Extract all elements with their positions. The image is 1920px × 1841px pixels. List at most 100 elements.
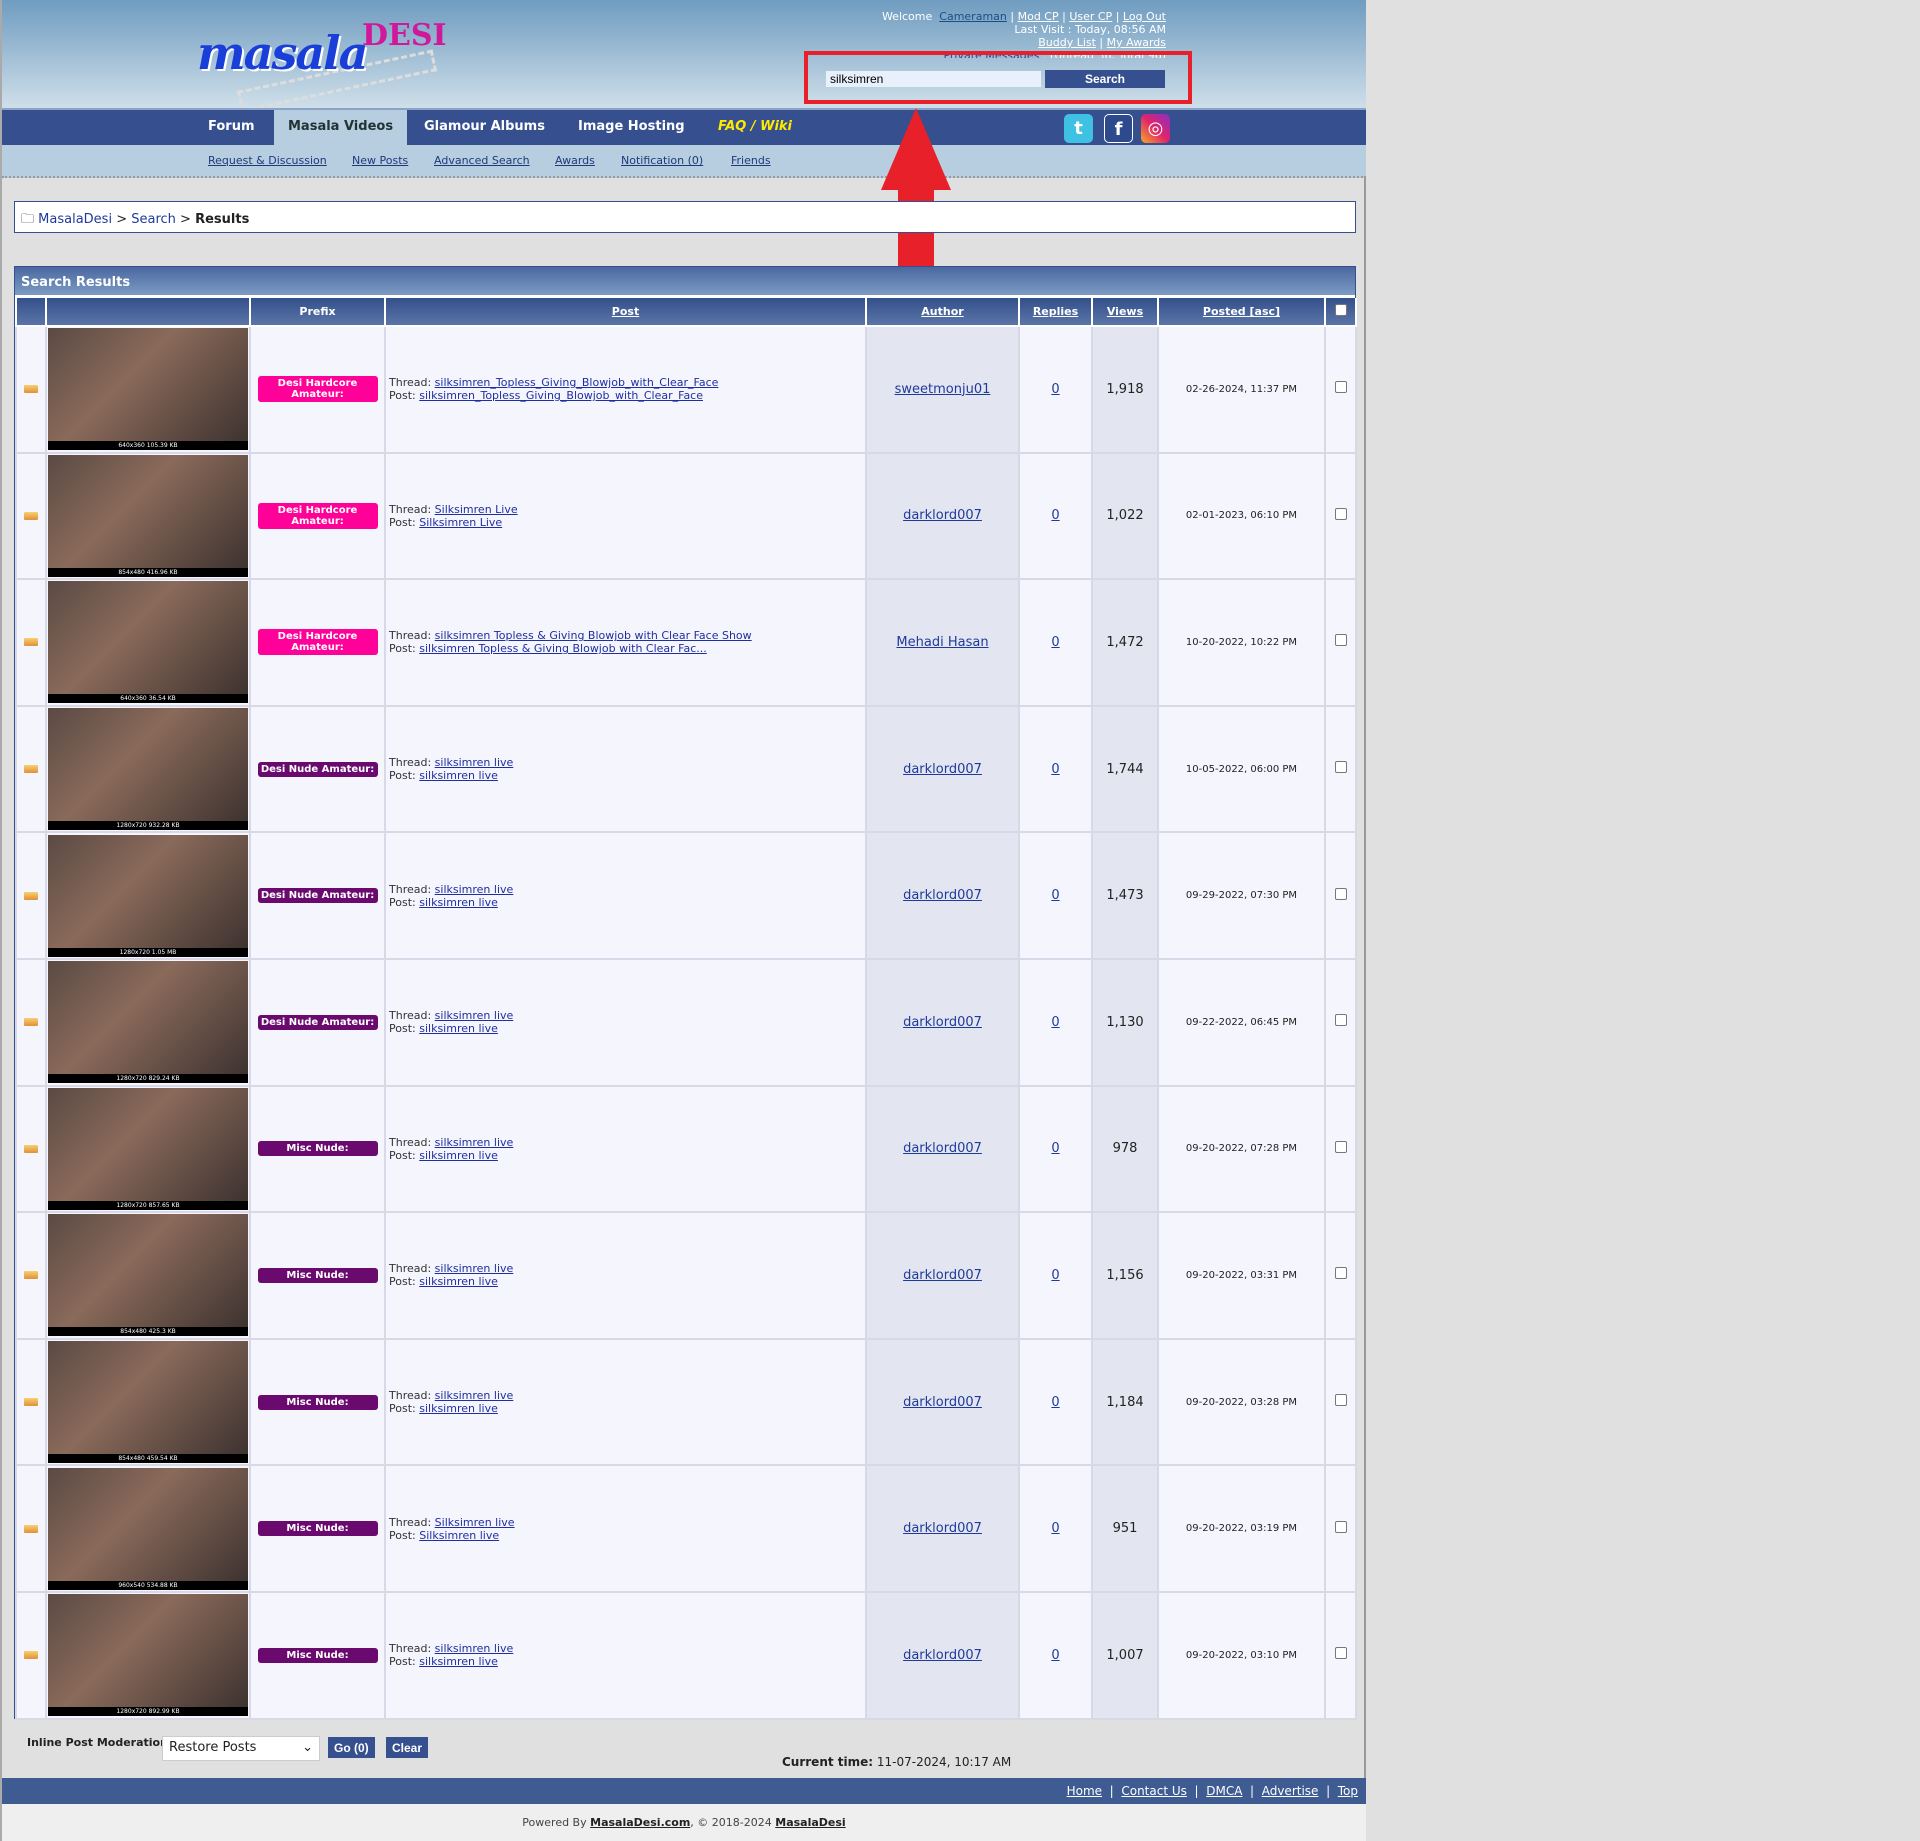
col-replies[interactable]: Replies (1018, 298, 1093, 327)
replies-link[interactable]: 0 (1051, 1014, 1060, 1030)
clear-button[interactable]: Clear (386, 1737, 429, 1758)
thread-link[interactable]: Silksimren Live (434, 502, 518, 516)
nav-faq-wiki[interactable]: FAQ / Wiki (718, 119, 793, 134)
row-checkbox[interactable] (1334, 1394, 1347, 1407)
footer-home[interactable]: Home (1066, 1784, 1103, 1798)
thumb-cell[interactable]: 1280x720 829.24 KB (45, 957, 251, 1087)
author-link[interactable]: darklord007 (903, 1014, 982, 1030)
author-link[interactable]: Mehadi Hasan (896, 634, 989, 650)
sort-asc-link[interactable]: [asc] (1249, 305, 1281, 318)
author-link[interactable]: darklord007 (903, 1141, 982, 1157)
subnav-friends[interactable]: Friends (731, 154, 771, 167)
row-checkbox[interactable] (1334, 761, 1347, 774)
replies-link[interactable]: 0 (1051, 634, 1060, 650)
thread-link[interactable]: silksimren live (434, 1389, 514, 1403)
thumbnail[interactable]: 854x480 459.54 KB (48, 1341, 248, 1464)
subnav-advanced-search[interactable]: Advanced Search (434, 154, 530, 167)
my-awards-link[interactable]: My Awards (1106, 36, 1166, 49)
thumb-cell[interactable]: 1280x720 1.05 MB (45, 831, 251, 960)
row-checkbox[interactable] (1334, 1520, 1347, 1533)
replies-link[interactable]: 0 (1051, 508, 1060, 524)
thumbnail[interactable]: 640x360 36.54 KB (48, 581, 248, 704)
post-link[interactable]: silksimren live (419, 1655, 498, 1669)
username-link[interactable]: Cameraman (939, 10, 1007, 23)
moderation-select[interactable]: Restore Posts ⌄ (162, 1736, 320, 1761)
brand-link[interactable]: MasalaDesi (775, 1816, 846, 1829)
post-link[interactable]: Silksimren live (419, 1528, 500, 1542)
thread-link[interactable]: silksimren live (434, 1262, 514, 1276)
thumb-cell[interactable]: 854x480 416.96 KB (45, 451, 251, 581)
col-posted[interactable]: Posted [asc] (1157, 298, 1326, 327)
replies-link[interactable]: 0 (1051, 1647, 1060, 1663)
thumb-cell[interactable]: 960x540 534.88 KB (45, 1464, 251, 1593)
row-checkbox[interactable] (1334, 507, 1347, 520)
author-link[interactable]: darklord007 (903, 1647, 982, 1663)
author-link[interactable]: darklord007 (903, 508, 982, 524)
thumbnail[interactable]: 1280x720 1.05 MB (48, 834, 248, 957)
author-link[interactable]: darklord007 (903, 1521, 982, 1537)
site-logo[interactable]: masala DESI (197, 8, 447, 113)
thumbnail[interactable]: 1280x720 829.24 KB (48, 961, 248, 1084)
replies-link[interactable]: 0 (1051, 1394, 1060, 1410)
thumbnail[interactable]: 1280x720 857.65 KB (48, 1087, 248, 1210)
thread-link[interactable]: silksimren live (434, 1009, 514, 1023)
row-checkbox[interactable] (1334, 887, 1347, 900)
thumbnail[interactable]: 1280x720 932.28 KB (48, 708, 248, 831)
row-checkbox[interactable] (1334, 1647, 1347, 1660)
thumb-cell[interactable]: 854x480 459.54 KB (45, 1337, 251, 1467)
thumbnail[interactable]: 1280x720 892.99 KB (48, 1594, 248, 1717)
thumbnail[interactable]: 960x540 534.88 KB (48, 1467, 248, 1590)
select-all-checkbox[interactable] (1334, 304, 1347, 316)
thumb-cell[interactable]: 1280x720 932.28 KB (45, 704, 251, 834)
logout-link[interactable]: Log Out (1122, 10, 1166, 23)
nav-image-hosting[interactable]: Image Hosting (578, 119, 685, 134)
thread-link[interactable]: silksimren live (434, 1135, 514, 1149)
footer-top[interactable]: Top (1337, 1784, 1358, 1798)
search-button[interactable]: Search (1045, 70, 1165, 88)
thread-link[interactable]: silksimren live (434, 1642, 514, 1656)
replies-link[interactable]: 0 (1051, 761, 1060, 777)
replies-link[interactable]: 0 (1051, 888, 1060, 904)
row-checkbox[interactable] (1334, 381, 1347, 394)
thumb-cell[interactable]: 1280x720 857.65 KB (45, 1084, 251, 1214)
nav-glamour-albums[interactable]: Glamour Albums (424, 119, 545, 134)
thread-link[interactable]: silksimren Topless & Giving Blowjob with… (434, 629, 752, 643)
footer-dmca[interactable]: DMCA (1206, 1784, 1243, 1798)
thumbnail[interactable]: 854x480 416.96 KB (48, 454, 248, 577)
author-link[interactable]: darklord007 (903, 1394, 982, 1410)
post-link[interactable]: silksimren Topless & Giving Blowjob with… (419, 642, 707, 656)
footer-advertise[interactable]: Advertise (1261, 1784, 1319, 1798)
author-link[interactable]: darklord007 (903, 761, 982, 777)
col-select-all[interactable] (1324, 298, 1357, 327)
post-link[interactable]: silksimren live (419, 895, 498, 909)
col-views[interactable]: Views (1091, 298, 1159, 327)
nav-masala-videos[interactable]: Masala Videos (274, 110, 408, 145)
replies-link[interactable]: 0 (1051, 381, 1060, 397)
nav-forum[interactable]: Forum (208, 119, 255, 134)
thumb-cell[interactable]: 640x360 36.54 KB (45, 578, 251, 707)
post-link[interactable]: silksimren live (419, 1275, 498, 1289)
thread-link[interactable]: silksimren_Topless_Giving_Blowjob_with_C… (434, 376, 719, 390)
breadcrumb-search[interactable]: Search (131, 212, 176, 227)
post-link[interactable]: silksimren live (419, 769, 498, 783)
subnav-notification[interactable]: Notification (0) (621, 154, 704, 167)
post-link[interactable]: silksimren live (419, 1148, 498, 1162)
subnav-new-posts[interactable]: New Posts (352, 154, 409, 167)
replies-link[interactable]: 0 (1051, 1521, 1060, 1537)
post-link[interactable]: silksimren live (419, 1402, 498, 1416)
replies-link[interactable]: 0 (1051, 1267, 1060, 1283)
thumb-cell[interactable]: 1280x720 892.99 KB (45, 1590, 251, 1720)
user-cp-link[interactable]: User CP (1069, 10, 1113, 23)
thread-link[interactable]: silksimren live (434, 756, 514, 770)
row-checkbox[interactable] (1334, 1140, 1347, 1153)
thread-link[interactable]: silksimren live (434, 882, 514, 896)
author-link[interactable]: darklord007 (903, 1267, 982, 1283)
subnav-request-discussion[interactable]: Request & Discussion (208, 154, 327, 167)
twitter-icon[interactable]: t (1064, 114, 1093, 143)
mod-cp-link[interactable]: Mod CP (1017, 10, 1059, 23)
row-checkbox[interactable] (1334, 1014, 1347, 1027)
subnav-awards[interactable]: Awards (555, 154, 595, 167)
facebook-icon[interactable]: f (1104, 114, 1133, 143)
thumb-cell[interactable]: 854x480 425.3 KB (45, 1211, 251, 1340)
thumbnail[interactable]: 854x480 425.3 KB (48, 1214, 248, 1337)
